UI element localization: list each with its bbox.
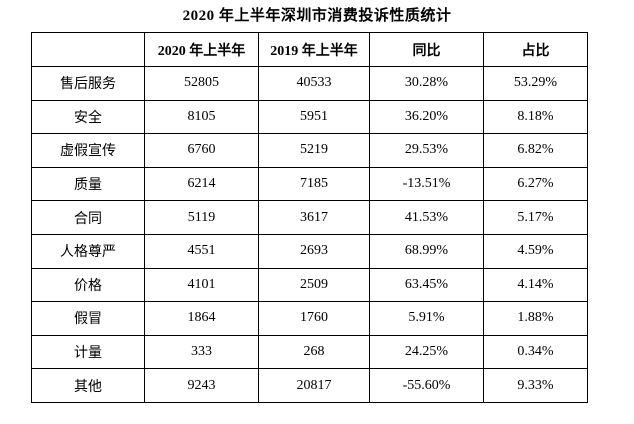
table-row: 售后服务 52805 40533 30.28% 53.29% bbox=[31, 66, 588, 101]
row-label: 售后服务 bbox=[31, 66, 145, 101]
cell-2020: 6760 bbox=[144, 133, 259, 168]
cell-share: 6.27% bbox=[483, 166, 588, 202]
row-label: 假冒 bbox=[31, 301, 145, 336]
cell-share: 1.88% bbox=[483, 301, 588, 336]
cell-yoy: 41.53% bbox=[369, 200, 484, 235]
row-label: 人格尊严 bbox=[31, 233, 145, 269]
page-title: 2020 年上半年深圳市消费投诉性质统计 bbox=[182, 8, 452, 24]
cell-share: 5.17% bbox=[483, 200, 588, 235]
row-label: 其他 bbox=[31, 368, 145, 403]
table-row: 合同 5119 3617 41.53% 5.17% bbox=[31, 200, 588, 235]
cell-yoy: 36.20% bbox=[369, 99, 484, 135]
row-label: 质量 bbox=[31, 166, 145, 202]
cell-yoy: 68.99% bbox=[369, 233, 484, 269]
cell-yoy: 30.28% bbox=[369, 66, 484, 101]
cell-share: 4.14% bbox=[483, 267, 588, 303]
cell-2019: 1760 bbox=[258, 301, 370, 336]
cell-2019: 20817 bbox=[258, 368, 370, 403]
header-yoy: 同比 bbox=[369, 32, 484, 67]
cell-2020: 333 bbox=[144, 334, 259, 370]
cell-share: 0.34% bbox=[483, 334, 588, 370]
cell-share: 8.18% bbox=[483, 99, 588, 135]
cell-2019: 5951 bbox=[258, 99, 370, 135]
table-row: 人格尊严 4551 2693 68.99% 4.59% bbox=[31, 233, 588, 269]
cell-share: 4.59% bbox=[483, 233, 588, 269]
cell-2020: 5119 bbox=[144, 200, 259, 235]
cell-2019: 3617 bbox=[258, 200, 370, 235]
table-row: 安全 8105 5951 36.20% 8.18% bbox=[31, 99, 588, 135]
header-2020: 2020 年上半年 bbox=[144, 32, 259, 67]
table-row: 价格 4101 2509 63.45% 4.14% bbox=[31, 267, 588, 303]
header-empty-cell bbox=[31, 32, 145, 67]
row-label: 安全 bbox=[31, 99, 145, 135]
cell-yoy: 63.45% bbox=[369, 267, 484, 303]
cell-yoy: 5.91% bbox=[369, 301, 484, 336]
row-label: 虚假宣传 bbox=[31, 133, 145, 168]
cell-2020: 4551 bbox=[144, 233, 259, 269]
cell-share: 6.82% bbox=[483, 133, 588, 168]
row-label: 计量 bbox=[31, 334, 145, 370]
cell-2020: 4101 bbox=[144, 267, 259, 303]
header-2019: 2019 年上半年 bbox=[258, 32, 370, 67]
cell-2020: 8105 bbox=[144, 99, 259, 135]
cell-2019: 7185 bbox=[258, 166, 370, 202]
cell-2020: 52805 bbox=[144, 66, 259, 101]
cell-2020: 1864 bbox=[144, 301, 259, 336]
row-label: 价格 bbox=[31, 267, 145, 303]
complaints-stats-table: 2020 年上半年 2019 年上半年 同比 占比 售后服务 52805 405… bbox=[31, 32, 588, 403]
row-label: 合同 bbox=[31, 200, 145, 235]
cell-2019: 5219 bbox=[258, 133, 370, 168]
table-row: 质量 6214 7185 -13.51% 6.27% bbox=[31, 166, 588, 202]
cell-2019: 2509 bbox=[258, 267, 370, 303]
cell-yoy: -55.60% bbox=[369, 368, 484, 403]
table-row: 虚假宣传 6760 5219 29.53% 6.82% bbox=[31, 133, 588, 168]
cell-yoy: 24.25% bbox=[369, 334, 484, 370]
table-row: 假冒 1864 1760 5.91% 1.88% bbox=[31, 301, 588, 336]
cell-share: 53.29% bbox=[483, 66, 588, 101]
cell-yoy: 29.53% bbox=[369, 133, 484, 168]
cell-2019: 2693 bbox=[258, 233, 370, 269]
cell-2020: 6214 bbox=[144, 166, 259, 202]
cell-2020: 9243 bbox=[144, 368, 259, 403]
cell-2019: 268 bbox=[258, 334, 370, 370]
table-row: 计量 333 268 24.25% 0.34% bbox=[31, 334, 588, 370]
header-row: 2020 年上半年 2019 年上半年 同比 占比 bbox=[31, 32, 588, 67]
table-row: 其他 9243 20817 -55.60% 9.33% bbox=[31, 368, 588, 403]
cell-share: 9.33% bbox=[483, 368, 588, 403]
cell-yoy: -13.51% bbox=[369, 166, 484, 202]
header-share: 占比 bbox=[483, 32, 588, 67]
cell-2019: 40533 bbox=[258, 66, 370, 101]
